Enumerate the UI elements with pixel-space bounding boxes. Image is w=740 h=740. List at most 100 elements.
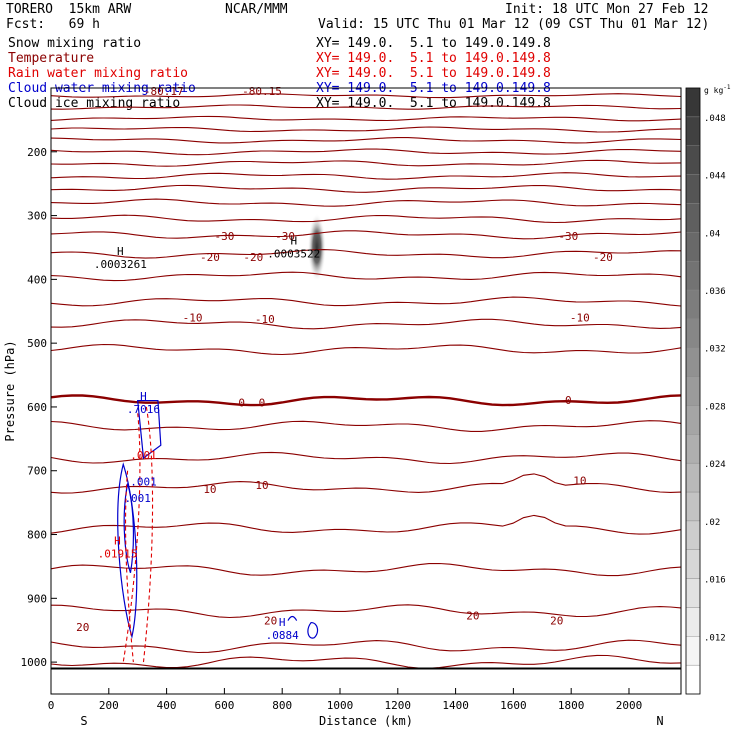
forecast-hour: Fcst: 69 h — [6, 17, 100, 32]
x-tick-label: 1200 — [385, 699, 412, 712]
x-tick-label: 0 — [48, 699, 55, 712]
x-end-label-south: S — [80, 714, 87, 728]
mixing-ratio-contours — [117, 399, 319, 663]
y-tick-label: 300 — [27, 210, 47, 223]
maximum-marker: H — [114, 535, 121, 548]
colorbar-step — [685, 491, 701, 522]
x-tick-label: 200 — [99, 699, 119, 712]
isotherm-label: 20 — [76, 621, 89, 634]
field-rain-label: Rain water mixing ratio — [8, 66, 189, 81]
maximum-marker: H — [140, 390, 147, 403]
x-tick-label: 1800 — [558, 699, 585, 712]
isotherm-label: 20 — [550, 615, 563, 628]
isotherm-line — [50, 318, 682, 330]
x-tick-label: 400 — [157, 699, 177, 712]
maximum-value: .7016 — [127, 403, 160, 416]
colorbar-step — [685, 145, 701, 175]
isotherm-label: -20 — [243, 251, 263, 264]
x-tick-label: 600 — [214, 699, 234, 712]
mixing-ratio-label: .001 — [124, 492, 151, 505]
isotherm-line — [50, 104, 682, 110]
colorbar-step — [685, 664, 701, 695]
colorbar-step — [685, 116, 701, 146]
colorbar-tick-label: .044 — [704, 172, 726, 182]
isotherm-line — [50, 654, 682, 669]
y-tick-label: 500 — [27, 337, 47, 350]
maximum-marker: H — [290, 235, 297, 248]
colorbar-tick-label: .016 — [704, 576, 726, 586]
colorbar-step — [685, 462, 701, 493]
x-tick-label: 2000 — [616, 699, 643, 712]
maximum-value: .0003522 — [267, 248, 320, 261]
x-tick-label: 1400 — [442, 699, 469, 712]
isotherm-line — [50, 639, 682, 654]
rain-contour — [142, 406, 154, 663]
colorbar-step — [685, 405, 701, 435]
isotherm-line — [50, 249, 682, 259]
isotherm-line — [50, 148, 682, 156]
valid-time: Valid: 15 UTC Thu 01 Mar 12 (09 CST Thu … — [318, 17, 710, 32]
colorbar-unit-exponent: -1 — [723, 84, 731, 91]
x-tick-label: 1600 — [500, 699, 527, 712]
isotherm-line — [50, 473, 682, 494]
isotherm-line — [50, 126, 681, 133]
x-axis-label: Distance (km) — [319, 714, 413, 728]
y-axis-label: Pressure (hPa) — [3, 340, 17, 441]
mixing-ratio-label: .001 — [130, 449, 157, 462]
snow-maximum-shading — [307, 213, 326, 282]
isotherm-line — [50, 604, 682, 619]
contour-labels: -80.15 -80.17 -30 -30 -30 -20 -20 -20 -10 -10 -10 0… — [76, 85, 613, 642]
y-tick-label: 700 — [27, 465, 47, 478]
colorbar-tick-label: .02 — [704, 518, 720, 528]
maximum-value: .01915 — [98, 548, 138, 561]
isotherm-line — [50, 159, 682, 167]
maximum-value: .0884 — [266, 629, 299, 642]
field-temperature-label: Temperature — [8, 51, 95, 66]
colorbar-step — [685, 434, 701, 464]
isotherm-label: -10 — [183, 312, 203, 325]
colorbar-step — [685, 636, 701, 666]
colorbar-frame — [685, 87, 701, 695]
isotherm-line — [50, 230, 682, 240]
colorbar-step — [685, 520, 701, 550]
isotherm-line — [50, 93, 682, 99]
isotherm-label: -20 — [200, 251, 220, 264]
field-temperature-xy: XY= 149.0. 5.1 to 149.0.149.8 — [316, 51, 551, 66]
isotherm-label: 10 — [255, 479, 268, 492]
colorbar-step — [685, 549, 701, 579]
y-tick-label: 800 — [27, 529, 47, 542]
y-tick-label: 200 — [27, 146, 47, 159]
colorbar-step — [685, 232, 701, 262]
isotherm-line — [50, 172, 682, 180]
isotherm-line — [50, 137, 682, 144]
init-time: Init: 18 UTC Mon 27 Feb 12 — [505, 2, 709, 17]
isotherm-line — [50, 514, 682, 535]
colorbar-step — [685, 318, 701, 348]
colorbar-step — [685, 289, 701, 320]
cloud-water-contour — [307, 621, 319, 639]
isotherm-line — [50, 296, 682, 307]
model-title: TORERO 15km ARW — [6, 2, 132, 17]
isotherm-label: 0 — [259, 396, 266, 409]
y-tick-label: 1000 — [21, 656, 48, 669]
center-name: NCAR/MMM — [225, 2, 288, 17]
isotherm-line — [50, 271, 682, 282]
isotherm-label: -20 — [593, 251, 613, 264]
isotherm-label: -10 — [255, 313, 275, 326]
isotherm-label: -30 — [275, 230, 295, 243]
x-tick-label: 1000 — [327, 699, 354, 712]
colorbar-tick-label: .048 — [704, 114, 726, 124]
colorbar-tick-label: .032 — [704, 345, 726, 355]
colorbar-step — [685, 607, 701, 637]
colorbar-step — [685, 174, 701, 204]
maximum-marker: H — [279, 616, 286, 629]
colorbar-tick-label: .028 — [704, 402, 726, 412]
isotherm-label: 20 — [264, 615, 277, 628]
colorbar-tick-label: .024 — [704, 460, 726, 470]
colorbar-step — [685, 260, 701, 291]
y-tick-label: 600 — [27, 401, 47, 414]
colorbar-step — [685, 347, 701, 377]
isotherm-label: -30 — [214, 230, 234, 243]
